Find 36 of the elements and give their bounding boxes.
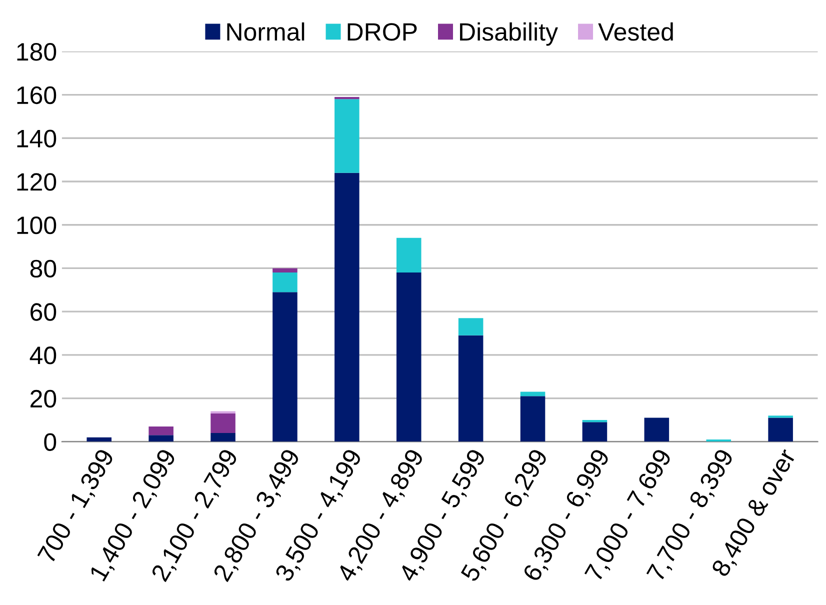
bar <box>520 392 546 396</box>
bar <box>768 418 793 442</box>
bar <box>148 426 174 436</box>
legend-label: Normal <box>227 22 304 41</box>
bar <box>582 422 608 442</box>
y-tick-label: 20 <box>30 390 56 408</box>
bar <box>210 432 236 442</box>
bar <box>706 439 732 442</box>
bar <box>272 268 298 273</box>
bar <box>272 272 298 292</box>
bar <box>334 99 360 173</box>
bar <box>334 96 360 100</box>
bar <box>396 238 422 273</box>
y-tick-label: 0 <box>44 433 56 451</box>
y-tick-label: 80 <box>30 260 56 278</box>
legend-label: Vested <box>598 22 673 41</box>
bar <box>644 418 670 442</box>
bar <box>148 435 174 442</box>
bar <box>272 292 298 442</box>
bar <box>334 172 360 442</box>
bar <box>396 272 422 442</box>
bar <box>210 413 236 433</box>
y-tick-label: 120 <box>17 173 56 191</box>
bar <box>86 437 112 442</box>
y-tick-label: 160 <box>17 86 56 104</box>
legend-label: DROP <box>348 23 417 41</box>
y-tick-label: 100 <box>17 216 56 234</box>
bar <box>458 318 484 336</box>
y-tick-label: 180 <box>17 43 56 61</box>
bar <box>582 420 608 422</box>
y-tick-label: 40 <box>30 346 56 364</box>
legend-label: Disability <box>460 22 558 46</box>
y-tick-label: 140 <box>17 130 56 148</box>
y-tick-label: 60 <box>30 303 56 321</box>
bar <box>520 396 546 442</box>
bar <box>458 335 484 442</box>
